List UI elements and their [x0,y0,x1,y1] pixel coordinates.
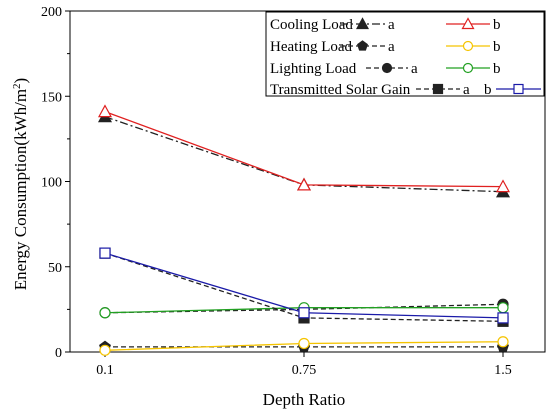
legend-marker-b [513,83,524,95]
legend-a-label: a [463,82,470,98]
y-tick-label: 150 [41,90,62,105]
legend-label: Transmitted Solar Gain [270,82,411,98]
legend-marker-a [357,40,368,51]
x-tick-label: 1.5 [494,363,512,378]
data-point [495,179,511,193]
y-axis-title-main: Energy Consumption(kWh/m [11,89,30,290]
legend-a-label: a [388,17,395,33]
axes: 0 50 100 150 200 0.1 0.75 1.5 [41,5,546,378]
legend-marker-b [462,62,474,74]
legend-label: Cooling Load [270,17,353,33]
data-point [99,247,111,259]
legend-label: Heating Load [270,39,353,55]
y-axis-title: Energy Consumption(kWh/m2) [11,78,30,290]
series-line [104,110,504,188]
y-tick-label: 200 [41,5,62,20]
y-axis-title-close: ) [11,78,30,84]
legend-box [265,11,545,97]
legend-b-label: b [493,61,501,77]
data-point [99,307,111,319]
series-3 [99,336,509,356]
x-tick-label: 0.1 [96,363,114,378]
series-7 [99,247,509,324]
legend-a-label: a [388,39,395,55]
legend-marker-b [462,40,474,52]
x-tick-label: 0.75 [292,363,317,378]
series-1 [97,104,511,193]
legend-b-label: b [484,82,492,98]
legend-marker-b [461,17,475,30]
y-tick-label: 0 [55,346,62,361]
series-layer [97,104,511,356]
y-tick-label: 50 [48,261,62,276]
legend-a-label: a [411,61,418,77]
legend-b-label: b [493,39,501,55]
legend-marker-a [381,62,393,74]
data-point [497,302,509,314]
legend-marker-a [355,17,370,30]
data-point [97,104,113,118]
data-point [298,337,310,350]
data-point [298,307,310,319]
legend-label: Lighting Load [270,61,357,77]
legend-marker-a [432,83,444,95]
data-point [497,336,509,348]
y-tick-label: 100 [41,176,62,191]
data-point [99,344,111,356]
legend-b-label: b [493,17,501,33]
x-axis-title: Depth Ratio [263,390,346,409]
data-point [497,312,509,324]
y-axis-title-sup: 2 [11,83,23,89]
data-point [296,177,312,191]
